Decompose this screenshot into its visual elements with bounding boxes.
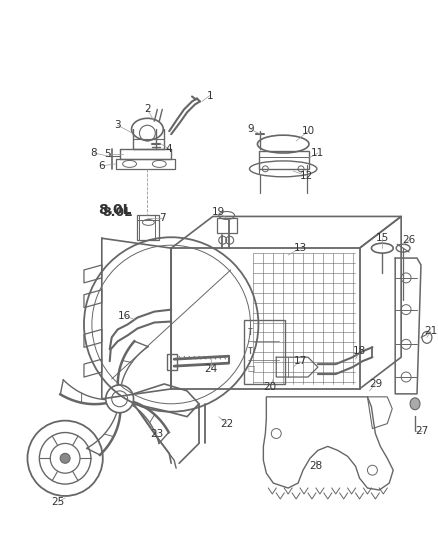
Text: 28: 28 — [309, 461, 322, 471]
Bar — [217, 219, 237, 233]
Text: 11: 11 — [311, 148, 325, 158]
Text: 7: 7 — [159, 213, 166, 223]
Bar — [244, 319, 285, 384]
Text: 8: 8 — [91, 148, 97, 158]
Text: 9: 9 — [247, 124, 254, 134]
Text: 15: 15 — [376, 233, 389, 243]
Text: 27: 27 — [415, 425, 429, 435]
Bar — [259, 151, 309, 169]
Text: 13: 13 — [293, 243, 307, 253]
Circle shape — [60, 454, 70, 463]
Text: 6: 6 — [99, 161, 105, 171]
Text: 25: 25 — [52, 497, 65, 507]
Bar — [167, 354, 177, 370]
Bar — [138, 215, 159, 240]
Text: 2: 2 — [144, 104, 151, 115]
Text: 18: 18 — [353, 346, 366, 356]
Text: 10: 10 — [301, 126, 314, 136]
Text: 19: 19 — [212, 207, 226, 217]
Text: 16: 16 — [118, 311, 131, 320]
Text: 4: 4 — [166, 144, 173, 154]
Text: 17: 17 — [293, 356, 307, 366]
Text: T: T — [247, 347, 253, 356]
Text: T: T — [247, 328, 253, 337]
Text: □: □ — [247, 364, 255, 373]
Text: 26: 26 — [403, 235, 416, 245]
Ellipse shape — [410, 398, 420, 410]
Text: 23: 23 — [151, 429, 164, 439]
Text: 1: 1 — [207, 91, 213, 101]
Text: 8.0L: 8.0L — [98, 204, 131, 217]
Text: 20: 20 — [264, 382, 277, 392]
Text: 5: 5 — [104, 149, 111, 159]
Text: 22: 22 — [220, 418, 233, 429]
Text: 29: 29 — [369, 379, 382, 389]
Text: 21: 21 — [424, 326, 438, 336]
Text: 3: 3 — [114, 120, 121, 130]
Text: 8.0L: 8.0L — [102, 206, 133, 219]
Text: 24: 24 — [204, 364, 217, 374]
Text: 12: 12 — [299, 171, 313, 181]
